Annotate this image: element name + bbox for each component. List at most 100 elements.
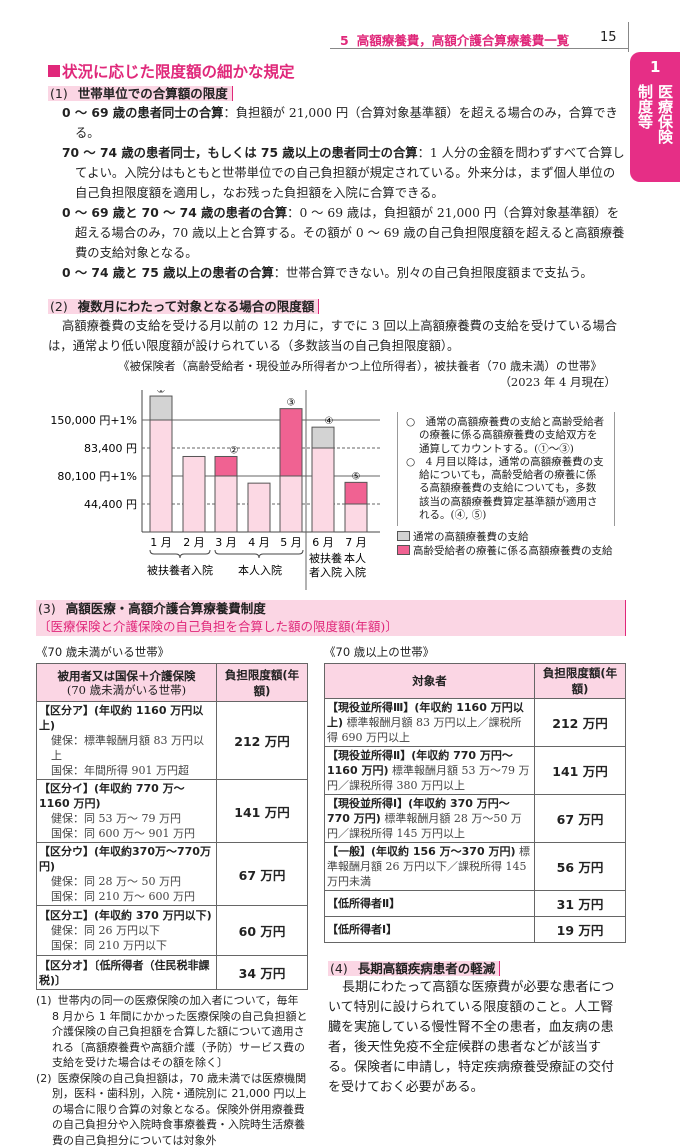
subsection-number: (2) [50,299,68,314]
bar-base-segment [312,448,334,532]
bar-marker: ③ [287,398,296,409]
subsection-3-heading: (3)高額医療・高額介護合算療養費制度〔医療保険と介護保険の自己負担を合算した額… [36,600,626,636]
table-row: 【区分オ】〔低所得者（住民税非課税)〕34 万円 [37,956,308,990]
chart-note: ○ 通常の高額療養費の支給と高齢受給者の療養に係る高額療養費の支給双方を通算して… [406,416,606,456]
rule-term: 0 ～ 69 歳の患者同士の合算 [62,106,223,120]
rule-item: 0 ～ 69 歳と 70 ～ 74 歳の患者の合算：0 ～ 69 歳は，負担額が… [62,203,626,263]
note-number: (2) [36,1072,52,1085]
bar-base-segment [183,456,205,532]
section-title-text: 状況に応じた限度額の細かな規定 [62,63,295,81]
bar-base-segment [248,483,270,532]
threshold-label: 44,400 円 [84,498,137,511]
table-row: 【現役並所得Ⅲ】(年収約 1160 万円以上) 標準報酬月額 83 万円以上／課… [325,699,626,747]
note-item: (1)世帯内の同一の医療保険の加入者について，毎年 8 月から 1 年間にかかっ… [36,993,308,1071]
legend-item: 通常の高額療養費の支給 [397,530,615,544]
page-number: 15 [600,30,617,45]
subsection-number: (1) [50,86,68,101]
group-label: 被扶養 [309,551,342,565]
category-title: 【区分エ】(年収約 370 万円以下) [39,908,214,923]
bar-marker: ④ [325,416,334,427]
amount-cell: 141 万円 [535,747,626,795]
group-label: 本人入院 [238,563,282,577]
amount-cell: 67 万円 [217,843,308,906]
table-row: 【一般】(年収約 156 万～370 万円) 標準報酬月額 26 万円以下／課税… [325,843,626,891]
header-cell: 負担限度額(年額) [217,664,308,702]
table-caption: 《70 歳以上の世帯》 [324,644,626,661]
side-tab-number: 1 [650,58,660,76]
category-cell: 【一般】(年収約 156 万～370 万円) 標準報酬月額 26 万円以下／課税… [325,843,535,891]
group-label: 本人 [344,551,366,565]
bar-base-segment [150,420,172,532]
rule-item: 0 ～ 69 歳の患者同士の合算：負担額が 21,000 円（合算対象基準額）を… [62,103,626,143]
subsection-title: 高額医療・高額介護合算療養費制度 [66,601,266,616]
chart-side-panel: ○ 通常の高額療養費の支給と高齢受給者の療養に係る高額療養費の支給双方を通算して… [397,412,615,558]
legend-swatch [397,545,410,555]
subsection-title: 長期高額疾病患者の軽減 [358,961,496,976]
subsection-4-heading: (4)長期高額疾病患者の軽減 [328,961,500,976]
chart-note: ○ 4 月目以降は，通常の高額療養費の支給についても，高齢受給者の療養に係る高額… [406,456,606,522]
legend-label: 高齢受給者の療養に係る高額療養費の支給 [413,545,613,557]
category-title: 【低所得者Ⅱ】 [327,897,400,910]
amount-cell: 56 万円 [535,843,626,891]
legend-swatch [397,531,410,541]
category-detail: 国保：年間所得 901 万円超 [39,763,214,778]
subsection-title: 複数月にわたって対象となる場合の限度額 [78,299,315,314]
header-text: 被用者又は国保＋介護保険 [58,669,196,683]
group-brace [150,550,210,558]
month-label: 7 月 [345,536,367,549]
header-divider-vertical [628,22,629,52]
category-cell: 【区分エ】(年収約 370 万円以下)健保：同 26 万円以下国保：同 210 … [37,906,217,956]
category-cell: 【現役並所得Ⅰ】(年収約 370 万円～770 万円) 標準報酬月額 28 万～… [325,795,535,843]
category-title: 【区分ア】(年収約 1160 万円以上) [39,703,214,733]
figure-caption: 《被保険者（高齢受給者・現役並み所得者かつ上位所得者），被扶養者（70 歳未満）… [36,358,626,374]
header-cell: 負担限度額(年額) [535,664,626,699]
note-text: 医療保険の自己負担額は，70 歳未満では医療機関別，医科・歯科別，入院・通院別に… [52,1072,306,1147]
category-title: 【区分ウ】(年収約370万～770万円) [39,844,214,874]
category-detail: 健保：標準報酬月額 83 万円以上 [39,733,214,763]
threshold-label: 80,100 円+1% [57,470,137,483]
table-row: 【低所得者Ⅱ】31 万円 [325,891,626,917]
month-label: 4 月 [248,536,270,549]
bar-top-segment [150,396,172,420]
amount-cell: 141 万円 [217,780,308,843]
amount-cell: 212 万円 [217,702,308,780]
note-item: (2)医療保険の自己負担額は，70 歳未満では医療機関別，医科・歯科別，入院・通… [36,1071,308,1148]
amount-cell: 67 万円 [535,795,626,843]
chapter-number: 5 [340,33,349,48]
bar-base-segment [345,504,367,532]
under70-table: 被用者又は国保＋介護保険(70 歳未満がいる世帯)負担限度額(年額) 【区分ア】… [36,663,308,990]
category-title: 【低所得者Ⅰ】 [327,923,397,936]
bar-marker: ⑤ [352,471,361,482]
subsection-1-body: 0 ～ 69 歳の患者同士の合算：負担額が 21,000 円（合算対象基準額）を… [36,103,626,283]
rule-text: ：世帯合算できない。別々の自己負担限度額まで支払う。 [274,266,593,280]
threshold-label: 83,400 円 [84,442,137,455]
section-title: 状況に応じた限度額の細かな規定 [48,62,626,82]
category-cell: 【区分オ】〔低所得者（住民税非課税)〕 [37,956,217,990]
category-detail: 国保：同 210 万～ 600 万円 [39,889,214,904]
legend-label: 通常の高額療養費の支給 [413,531,529,543]
rule-item: 0 ～ 74 歳と 75 歳以上の患者の合算：世帯合算できない。別々の自己負担限… [62,263,626,283]
bar-base-segment [280,476,302,532]
main-content: 状況に応じた限度額の細かな規定 (1) 世帯単位での合算額の限度 0 ～ 69 歳… [36,62,626,1148]
amount-cell: 19 万円 [535,917,626,943]
category-cell: 【現役並所得Ⅱ】(年収約 770 万円～1160 万円) 標準報酬月額 53 万… [325,747,535,795]
subsection-title: 世帯単位での合算額の限度 [78,86,228,101]
category-cell: 【区分ウ】(年収約370万～770万円)健保：同 28 万～ 50 万円国保：同… [37,843,217,906]
category-title: 【一般】(年収約 156 万～370 万円) [327,845,515,858]
subsection-2-heading: (2) 複数月にわたって対象となる場合の限度額 [48,299,319,314]
table-caption: 《70 歳未満がいる世帯》 [36,644,308,661]
month-label: 5 月 [280,536,302,549]
side-tab-line: 制度等 [636,84,654,129]
bar-top-segment [215,456,237,476]
rule-item: 70 ～ 74 歳の患者同士，もしくは 75 歳以上の患者同士の合算：1 人分の… [62,143,626,203]
table-row: 【現役並所得Ⅰ】(年収約 370 万円～770 万円) 標準報酬月額 28 万～… [325,795,626,843]
header-cell: 被用者又は国保＋介護保険(70 歳未満がいる世帯) [37,664,217,702]
category-detail: 健保：同 28 万～ 50 万円 [39,874,214,889]
header-divider [330,48,628,49]
month-label: 1 月 [150,536,172,549]
amount-cell: 34 万円 [217,956,308,990]
category-title: 【区分オ】〔低所得者（住民税非課税)〕 [39,958,214,988]
